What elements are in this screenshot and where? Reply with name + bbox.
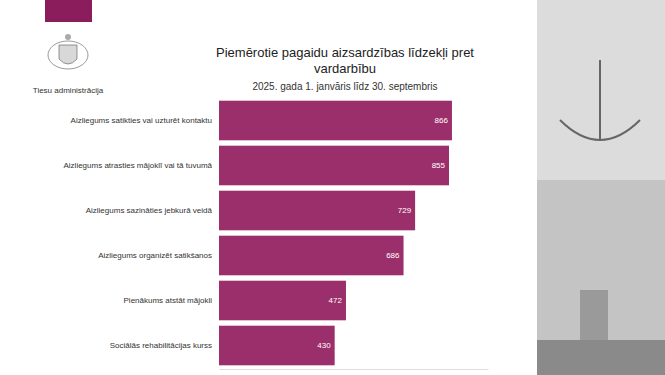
category-label: Pienākums atstāt mājokli <box>124 296 213 305</box>
bar <box>219 281 346 321</box>
data-label: 866 <box>435 116 449 125</box>
y-tick: Aizliegums atrasties mājoklī vai tā tuvu… <box>64 161 213 170</box>
organization: Tiesu administrācija <box>33 86 104 95</box>
x-axis-line <box>220 369 489 370</box>
category-label: Aizliegums organizēt satikšanos <box>98 251 212 260</box>
title-line: vardarbību <box>314 61 376 76</box>
y-tick: Pienākums atstāt mājokli <box>124 296 213 305</box>
bar <box>219 326 335 366</box>
y-axis: Aizliegums satikties vai uzturēt kontakt… <box>64 116 213 350</box>
photo-bg <box>537 0 665 375</box>
title-line: Piemērotie pagaidu aizsardzības līdzekļi… <box>216 45 474 60</box>
bar <box>219 236 404 276</box>
y-tick: Aizliegums sazināties jebkurā veidā <box>86 206 213 215</box>
bar <box>219 146 449 186</box>
bar <box>219 191 415 231</box>
bars <box>219 101 452 366</box>
photo-bench <box>537 340 665 375</box>
category-label: Sociālās rehabilitācijas kurss <box>110 341 212 350</box>
data-label: 430 <box>317 341 331 350</box>
subtitle: 2025. gada 1. janvāris līdz 30. septembr… <box>252 81 437 92</box>
photo-wall <box>537 180 665 375</box>
brand-block <box>45 0 92 22</box>
emblem-shield <box>59 45 77 64</box>
data-label: 729 <box>398 206 412 215</box>
data-label: 855 <box>432 161 446 170</box>
emblem-sun <box>65 34 71 40</box>
data-label: 472 <box>329 296 343 305</box>
category-label: Aizliegums atrasties mājoklī vai tā tuvu… <box>64 161 213 170</box>
y-tick: Sociālās rehabilitācijas kurss <box>110 341 212 350</box>
title: Piemērotie pagaidu aizsardzības līdzekļi… <box>216 45 474 76</box>
chart-root: Tiesu administrācija Piemērotie pagaidu a… <box>0 0 665 375</box>
y-tick: Aizliegums organizēt satikšanos <box>98 251 212 260</box>
emblem <box>48 34 88 69</box>
bar <box>219 101 452 141</box>
data-label: 686 <box>386 251 400 260</box>
emblem-ring <box>48 41 88 69</box>
data-labels: 866 855 729 686 472 430 <box>317 116 448 350</box>
y-tick: Aizliegums satikties vai uzturēt kontakt… <box>71 116 212 125</box>
category-label: Aizliegums sazināties jebkurā veidā <box>86 206 213 215</box>
category-label: Aizliegums satikties vai uzturēt kontakt… <box>71 116 212 125</box>
x-axis <box>220 369 489 370</box>
photo-panel <box>537 0 665 375</box>
photo-chandelier <box>560 60 640 140</box>
